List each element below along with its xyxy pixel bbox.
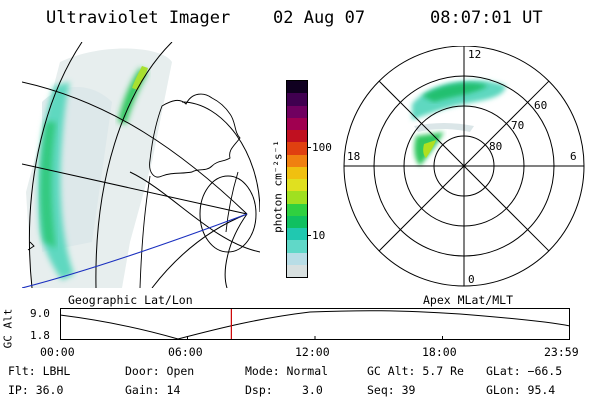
filter-info: Flt: LBHL (8, 364, 71, 378)
mlt-label-6: 6 (570, 150, 577, 163)
aurora-spot-core (423, 140, 436, 158)
altitude-y-tick: 9.0 (30, 307, 50, 320)
time-tick-label: 12:00 (295, 345, 330, 359)
gc-alt-info: GC Alt: 5.7 Re (367, 364, 464, 378)
terminator-line (22, 213, 248, 288)
colorbar-segment (287, 240, 307, 253)
grid-meridian (28, 42, 83, 288)
seq-info: Seq: 39 (367, 383, 416, 397)
colorbar-segment (287, 166, 307, 179)
aurora-band-west-core (40, 122, 56, 248)
grid-parallel (181, 101, 260, 213)
geographic-caption: Geographic Lat/Lon (68, 293, 193, 307)
colorbar-segment (287, 264, 307, 277)
colorbar-segment (287, 215, 307, 228)
colorbar-segment (287, 117, 307, 130)
colorbar-segment (287, 130, 307, 143)
aurora-oval-dayside-core (422, 82, 488, 102)
mlt-label-18: 18 (347, 150, 360, 163)
grid-meridian (151, 213, 248, 288)
time-label: 08:07:01 UT (430, 8, 543, 28)
time-tick-label: 23:59 (544, 345, 579, 359)
coastline (149, 93, 241, 178)
polar-caption: Apex MLat/MLT (423, 293, 514, 307)
altitude-plot (60, 308, 570, 340)
emission-haze (414, 123, 474, 132)
colorbar-segment (287, 191, 307, 204)
colorbar-segment (287, 105, 307, 118)
grid-meridian (22, 81, 248, 215)
grid-parallel (199, 175, 257, 253)
lat-label-60: 60 (534, 99, 547, 112)
colorbar-tick-label: 100 (312, 141, 332, 154)
colorbar-segment (287, 154, 307, 167)
grid-meridian (95, 42, 173, 288)
glat-info: GLat: −66.5 (486, 364, 563, 378)
grid-meridian (224, 213, 248, 288)
colorbar-segment (287, 142, 307, 155)
mlt-label-0: 0 (468, 273, 475, 286)
date-label: 02 Aug 07 (273, 8, 366, 28)
altitude-axis-label: GC Alt (1, 308, 15, 349)
instrument-title: Ultraviolet Imager (46, 8, 231, 28)
colorbar-segment (287, 81, 307, 94)
colorbar-segment (287, 203, 307, 216)
mode-info: Mode: Normal (245, 364, 329, 378)
apex-polar-plot: 12 18 6 0 60 70 80 (343, 46, 585, 287)
colorbar (286, 80, 308, 278)
colorbar-segment (287, 93, 307, 106)
colorbar-segment (287, 228, 307, 241)
colorbar-tick-label: 10 (312, 229, 326, 242)
aurora-band-east-peak (132, 66, 148, 90)
coastline (225, 171, 239, 233)
grid-parallel (129, 171, 260, 253)
door-info: Door: Open (125, 364, 195, 378)
altitude-y-tick: 1.8 (30, 329, 50, 342)
colorbar-unit-label: photon cm⁻²s⁻¹ (271, 140, 285, 233)
gain-info: Gain: 14 (125, 383, 181, 397)
colorbar-tick (307, 147, 311, 148)
time-tick-label: 06:00 (168, 345, 203, 359)
coastline (139, 175, 151, 288)
lat-label-70: 70 (511, 119, 524, 132)
colorbar-segment (287, 252, 307, 265)
colorbar-tick (307, 235, 311, 236)
altitude-plot-frame (60, 308, 570, 340)
coastline (27, 241, 35, 251)
grid-meridian (22, 163, 248, 215)
mlt-spoke (378, 80, 550, 252)
time-tick-label: 18:00 (422, 345, 457, 359)
lat-label-80: 80 (489, 140, 502, 153)
glon-info: GLon: 95.4 (486, 383, 556, 397)
dsp-value: 3.0 (302, 383, 323, 397)
mlt-label-12: 12 (468, 48, 481, 61)
colorbar-segment (287, 179, 307, 192)
geographic-image-panel (22, 42, 260, 288)
dsp-label: Dsp: (245, 383, 273, 397)
ip-info: IP: 36.0 (8, 383, 64, 397)
altitude-curve (60, 310, 570, 340)
time-tick-label: 00:00 (40, 345, 75, 359)
